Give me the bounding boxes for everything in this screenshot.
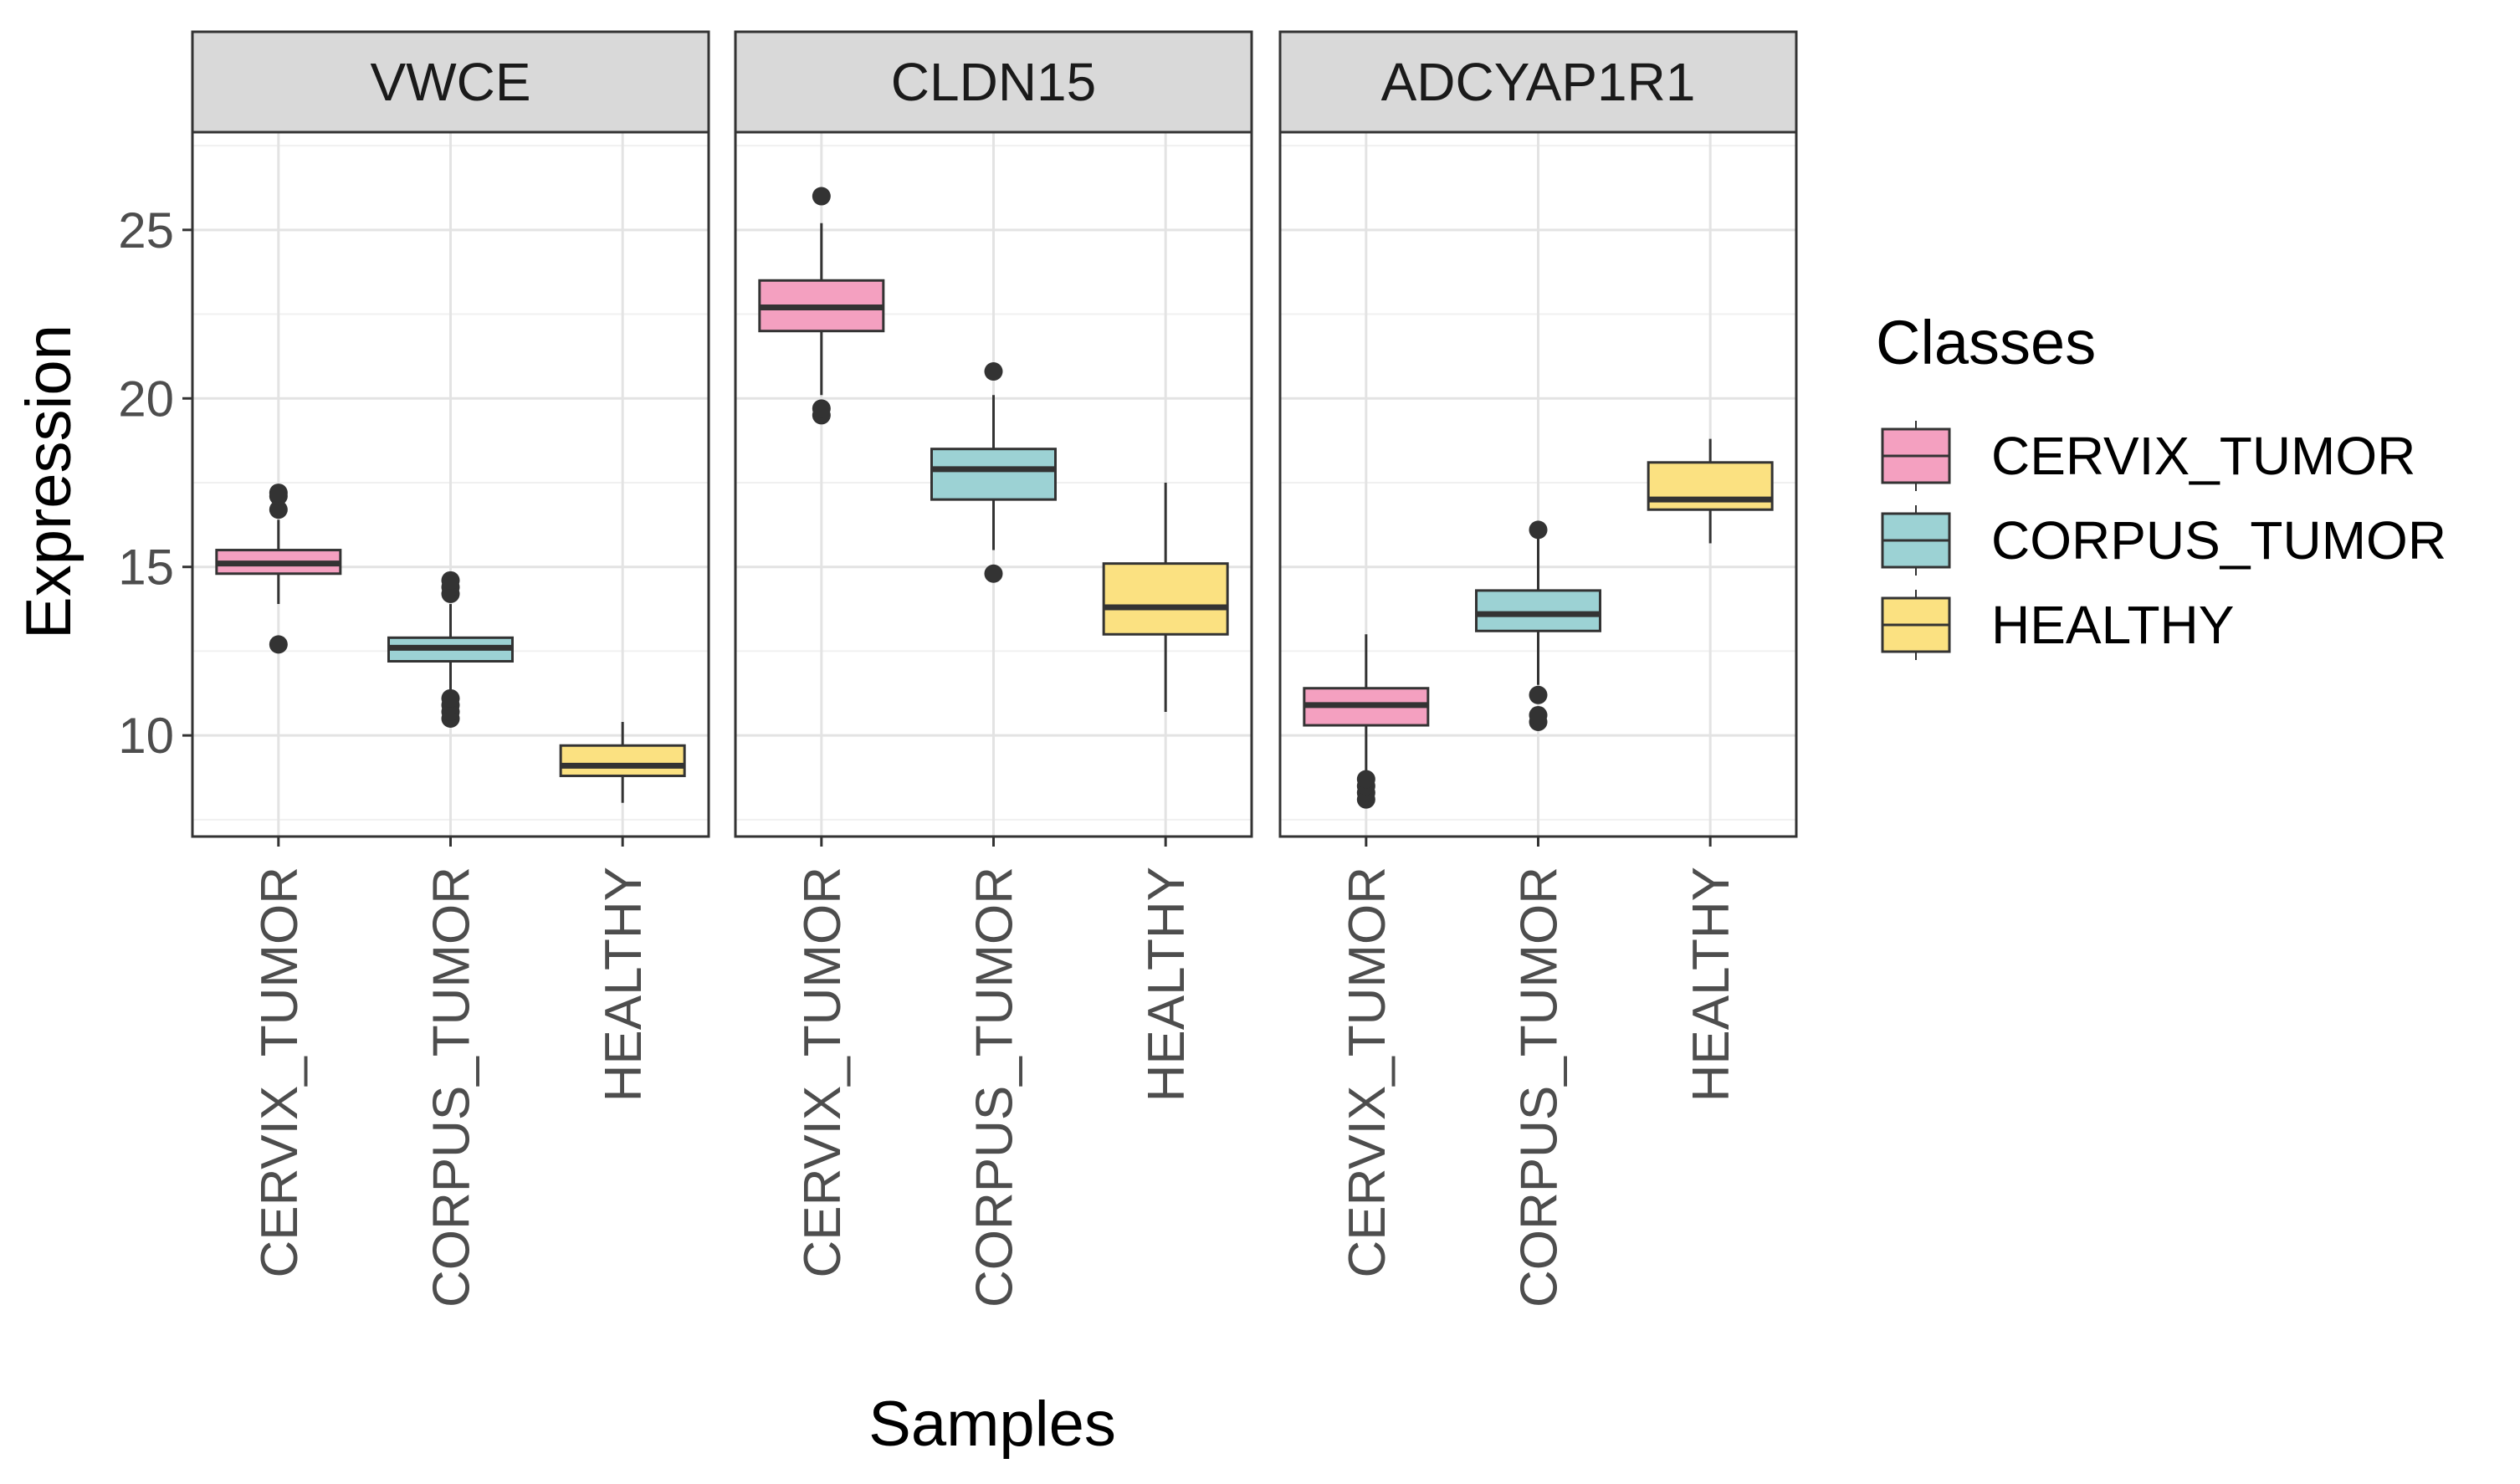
strip-title: VWCE xyxy=(371,52,531,112)
outlier-point xyxy=(1356,770,1375,789)
y-tick-label: 10 xyxy=(118,708,174,764)
box-healthy xyxy=(1647,438,1774,544)
legend-label: CORPUS_TUMOR xyxy=(1991,510,2446,571)
y-tick-label: 15 xyxy=(118,540,174,596)
legend-item-cervix-tumor: CERVIX_TUMOR xyxy=(1881,421,2415,491)
x-tick-label: CERVIX_TUMOR xyxy=(251,867,309,1278)
legend-title: Classes xyxy=(1876,308,2096,377)
panel-vwce: VWCE CERVIX_TUMOR CORPUS_TUMOR HEALTHY xyxy=(191,30,710,1307)
panel-adcyap1r1: ADCYAP1R1 CERVIX_TUMOR CORPUS_TUMOR HEALTHY xyxy=(1278,30,1798,1307)
outlier-point xyxy=(441,571,460,590)
y-tick-label: 20 xyxy=(118,371,174,427)
legend: Classes CERVIX_TUMOR CORPUS_TUMOR HEALTHY xyxy=(1876,308,2446,660)
strip-title: CLDN15 xyxy=(891,52,1096,112)
outlier-point xyxy=(984,362,1003,381)
box-healthy xyxy=(1102,482,1229,712)
box-cervix-tumor xyxy=(215,484,342,654)
x-tick-label: CERVIX_TUMOR xyxy=(1339,867,1396,1278)
x-tick-label: HEALTHY xyxy=(1138,867,1196,1102)
y-axis-label: Expression xyxy=(13,325,85,639)
x-tick-label: HEALTHY xyxy=(595,867,653,1102)
x-tick-label: HEALTHY xyxy=(1683,867,1740,1102)
legend-label: HEALTHY xyxy=(1991,595,2234,655)
box-corpus-tumor xyxy=(1475,520,1601,732)
x-tick-label: CORPUS_TUMOR xyxy=(1511,867,1569,1307)
outlier-point xyxy=(441,688,460,708)
x-axis-label: Samples xyxy=(868,1389,1116,1460)
strip-background xyxy=(1278,30,1798,134)
outlier-point xyxy=(812,399,831,418)
box-body xyxy=(1647,461,1774,511)
strip-background xyxy=(734,30,1253,134)
strip-title: ADCYAP1R1 xyxy=(1381,52,1696,112)
panel-cldn15: CLDN15 CERVIX_TUMOR CORPUS_TUMOR HEALTHY xyxy=(734,30,1253,1307)
legend-label: CERVIX_TUMOR xyxy=(1991,426,2415,486)
outlier-point xyxy=(1529,705,1548,724)
box-body xyxy=(1475,589,1601,632)
outlier-point xyxy=(269,484,288,503)
box-body xyxy=(930,448,1057,501)
box-body xyxy=(1102,562,1229,636)
box-cervix-tumor xyxy=(758,187,885,425)
outlier-point xyxy=(984,564,1003,583)
x-tick-label: CERVIX_TUMOR xyxy=(794,867,852,1278)
box-corpus-tumor xyxy=(930,362,1057,583)
x-tick-label: CORPUS_TUMOR xyxy=(966,867,1024,1307)
box-cervix-tumor xyxy=(1303,634,1430,809)
box-corpus-tumor xyxy=(387,571,514,728)
outlier-point xyxy=(1529,520,1548,540)
legend-item-healthy: HEALTHY xyxy=(1881,590,2234,660)
box-healthy xyxy=(559,722,686,803)
y-tick-label: 25 xyxy=(118,202,174,258)
outlier-point xyxy=(269,635,288,654)
x-tick-label: CORPUS_TUMOR xyxy=(423,867,481,1307)
strip-background xyxy=(191,30,710,134)
outlier-point xyxy=(812,187,831,206)
legend-item-corpus-tumor: CORPUS_TUMOR xyxy=(1881,505,2446,576)
outlier-point xyxy=(1529,685,1548,704)
y-axis: 10 15 20 25 xyxy=(118,202,192,764)
outlier-point xyxy=(269,500,288,519)
box-body xyxy=(559,744,686,777)
